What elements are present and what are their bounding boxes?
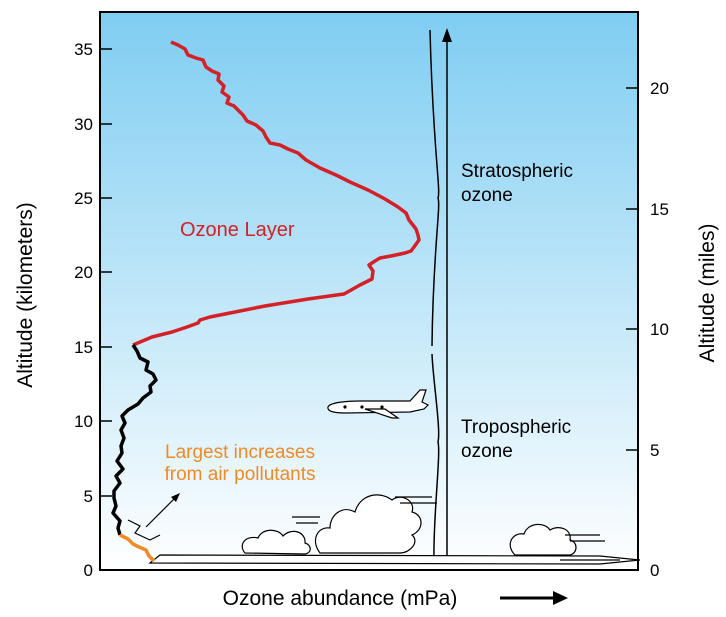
- ozone-layer-label: Ozone Layer: [180, 219, 295, 241]
- x-axis-label: Ozone abundance (mPa): [223, 587, 458, 610]
- right-tick-label: 10: [650, 320, 669, 339]
- right-axis-label: Altitude (miles): [696, 224, 719, 363]
- airplane-icon: [327, 389, 430, 419]
- pollutants-label-line1: Largest increases: [165, 442, 315, 463]
- left-tick-label: 15: [74, 338, 93, 357]
- right-axis-ticks: [626, 87, 638, 571]
- stratospheric-label-line1: Stratospheric: [461, 161, 573, 182]
- tropospheric-ozone-profile: [111, 344, 158, 536]
- stratospheric-label-line2: ozone: [461, 185, 513, 206]
- pollution-ozone-segment: [119, 533, 156, 563]
- bracket-arrow-head-icon: [442, 28, 452, 42]
- pointer-arrow-head-icon: [171, 493, 180, 502]
- left-tick-label: 10: [74, 412, 93, 431]
- altitude-bracket: [429, 29, 448, 559]
- left-axis-label: Altitude (kilometers): [14, 202, 37, 388]
- left-tick-label: 5: [84, 487, 93, 506]
- x-axis-arrow-icon: [500, 591, 568, 605]
- left-tick-label: 20: [74, 263, 93, 282]
- left-tick-label: 35: [74, 40, 93, 59]
- right-tick-label: 15: [650, 200, 669, 219]
- right-tick-label: 5: [650, 441, 659, 460]
- pollutants-label-line2: from air pollutants: [164, 464, 315, 485]
- right-tick-label: 0: [650, 561, 659, 580]
- plot-area: [99, 11, 639, 571]
- cloud-icon: [148, 494, 641, 565]
- left-tick-label: 0: [84, 561, 93, 580]
- left-tick-label: 30: [74, 115, 93, 134]
- tropospheric-label-line1: Tropospheric: [461, 417, 571, 438]
- left-axis-ticks: [100, 48, 112, 571]
- cloud-streaks: [292, 496, 620, 561]
- pollutants-pointer: [127, 496, 177, 541]
- tropospheric-label-line2: ozone: [461, 441, 513, 462]
- right-tick-label: 20: [650, 79, 669, 98]
- left-tick-label: 25: [74, 189, 93, 208]
- stratospheric-ozone-profile: [132, 40, 421, 347]
